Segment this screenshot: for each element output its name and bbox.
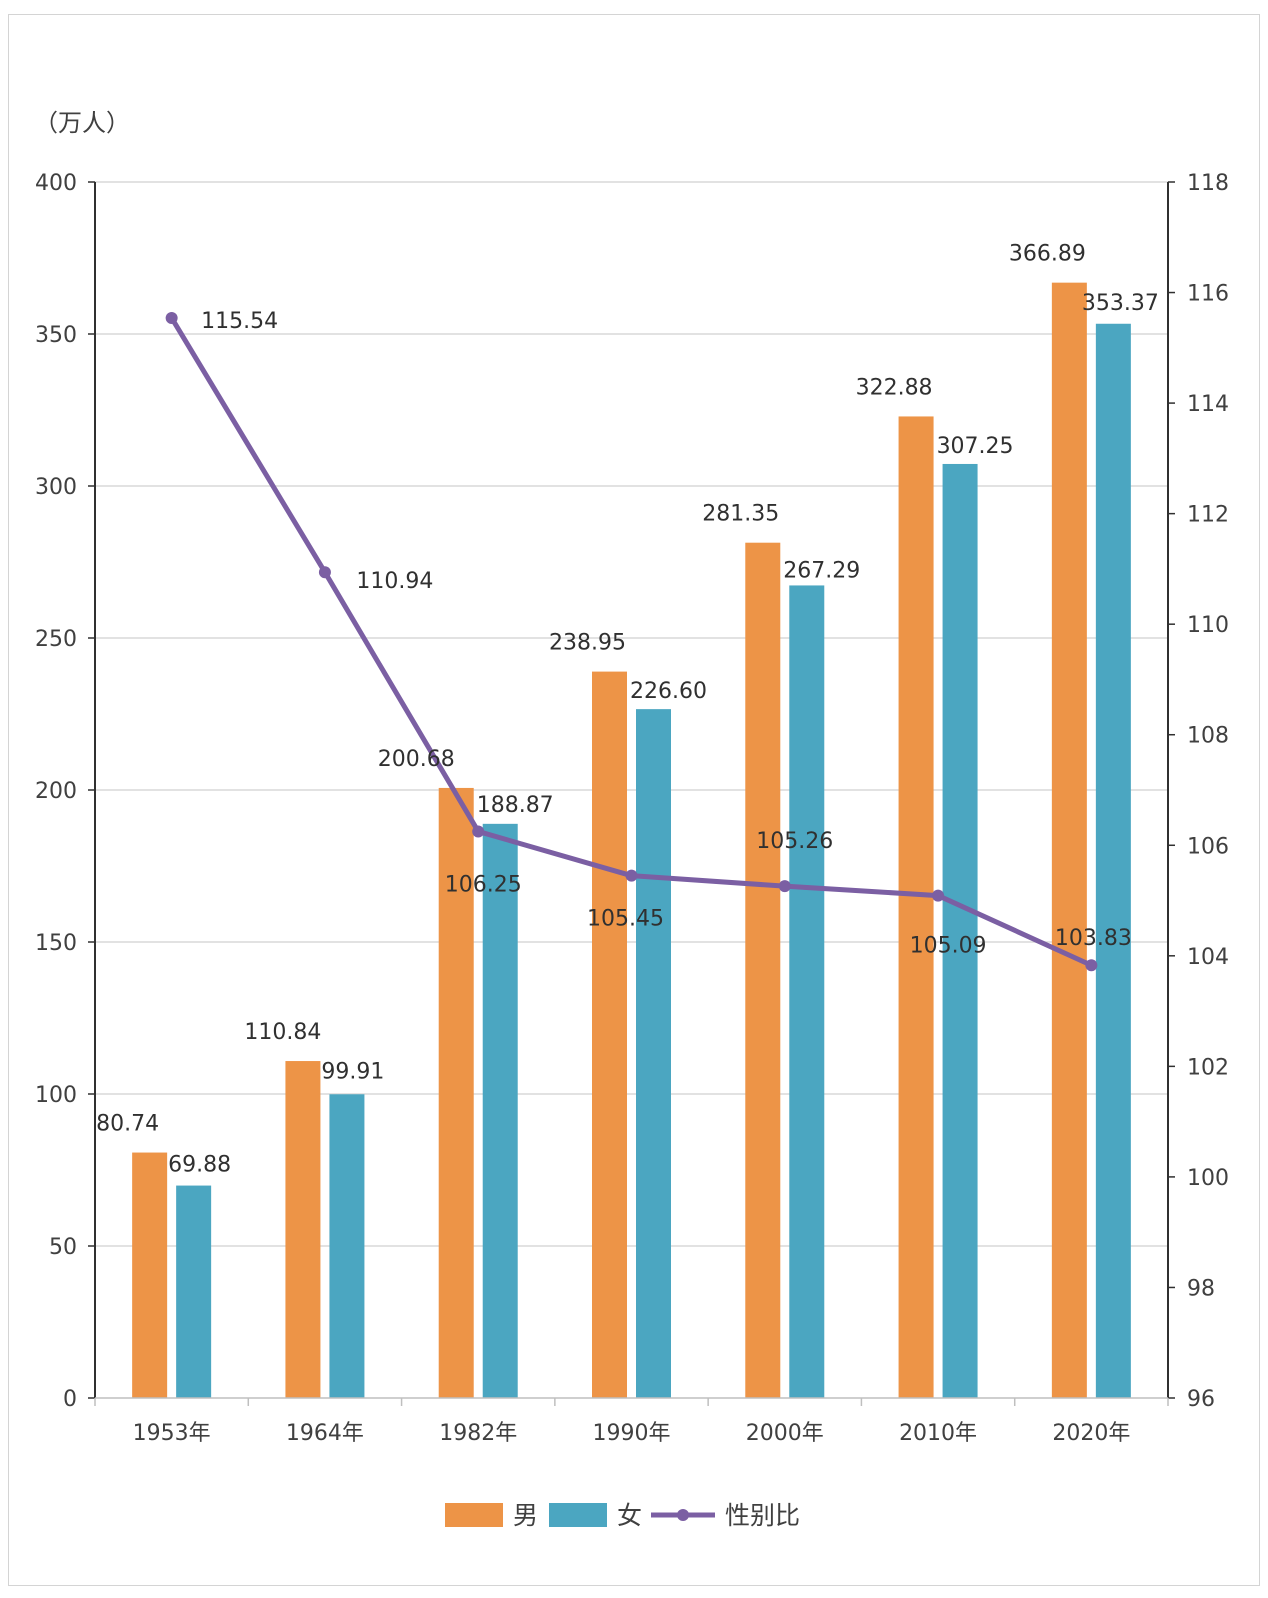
legend-label-sex-ratio: 性别比 (725, 1501, 800, 1530)
female-data-label: 226.60 (630, 679, 707, 704)
male-bar (132, 1152, 168, 1398)
left-tick-label: 50 (49, 1235, 77, 1260)
sex-ratio-data-label: 103.83 (1055, 926, 1132, 951)
x-tick-label: 1964年 (286, 1421, 364, 1446)
left-tick-label: 0 (63, 1387, 77, 1412)
male-data-label: 366.89 (1009, 242, 1086, 267)
sex-ratio-data-label: 115.54 (201, 309, 278, 334)
x-tick-label: 1990年 (593, 1421, 671, 1446)
female-data-label: 307.25 (937, 434, 1014, 459)
sex-ratio-point (165, 311, 178, 324)
right-tick-label: 102 (1187, 1055, 1229, 1080)
left-tick-label: 200 (35, 779, 77, 804)
female-data-label: 99.91 (321, 1059, 384, 1084)
left-tick-label: 300 (35, 475, 77, 500)
male-data-label: 322.88 (856, 375, 933, 400)
axes: 0 50 100 150 200 250 300 350 400 96 98 100 102 104 106… (35, 171, 1229, 1446)
legend-swatch-female (549, 1503, 607, 1527)
gridlines (95, 181, 1168, 1247)
female-data-label: 69.88 (168, 1153, 231, 1178)
male-data-label: 281.35 (702, 502, 779, 527)
sex-ratio-point (318, 566, 331, 579)
legend-label-male: 男 (513, 1501, 538, 1530)
right-tick-label: 110 (1187, 613, 1229, 638)
legend-marker-sex-ratio (677, 1509, 689, 1521)
right-tick-label: 112 (1187, 503, 1229, 528)
male-data-label: 80.74 (96, 1112, 159, 1137)
female-bar (1095, 323, 1131, 1399)
left-tick-label: 250 (35, 627, 77, 652)
female-bar (942, 463, 978, 1399)
left-tick-label: 350 (35, 323, 77, 348)
male-bar (745, 542, 781, 1398)
sex-ratio-data-label: 105.45 (587, 907, 664, 932)
female-data-label: 267.29 (783, 558, 860, 583)
female-data-label: 353.37 (1082, 291, 1159, 316)
female-bar (482, 823, 518, 1398)
male-bar (285, 1061, 321, 1398)
bars (132, 282, 1131, 1399)
sex-ratio-data-label: 106.25 (445, 872, 522, 897)
male-bar (1051, 282, 1087, 1398)
x-tick-label: 2000年 (746, 1421, 824, 1446)
right-tick-label: 116 (1187, 282, 1229, 307)
sex-ratio-point (1085, 959, 1098, 972)
right-tick-label: 108 (1187, 724, 1229, 749)
right-tick-label: 114 (1187, 392, 1229, 417)
right-tick-label: 118 (1187, 171, 1229, 196)
left-tick-label: 100 (35, 1083, 77, 1108)
male-bar (898, 416, 934, 1398)
legend-swatch-male (445, 1503, 503, 1527)
x-tick-label: 1953年 (133, 1421, 211, 1446)
female-bar (636, 709, 671, 1398)
sex-ratio-data-label: 110.94 (356, 569, 433, 594)
right-tick-label: 96 (1187, 1387, 1215, 1412)
male-data-label: 110.84 (244, 1020, 321, 1045)
right-tick-label: 100 (1187, 1166, 1229, 1191)
y-axis-unit-label: （万人） (34, 109, 130, 137)
sex-ratio-data-label: 105.09 (910, 934, 987, 959)
male-data-label: 200.68 (378, 747, 455, 772)
left-tick-label: 400 (35, 171, 77, 196)
sex-ratio-line-layer (165, 311, 1098, 972)
right-tick-label: 104 (1187, 945, 1229, 970)
female-bar (789, 585, 825, 1398)
legend-label-female: 女 (617, 1501, 642, 1530)
right-tick-label: 98 (1187, 1276, 1215, 1301)
legend: 男 女 性别比 (445, 1501, 800, 1530)
sex-ratio-point (778, 880, 791, 893)
x-tick-label: 1982年 (439, 1421, 517, 1446)
male-data-label: 238.95 (549, 631, 626, 656)
x-tick-label: 2020年 (1052, 1421, 1130, 1446)
sex-ratio-point (625, 869, 638, 882)
data-labels: 80.74 110.84 200.68 238.95 281.35 322.88 366.8… (96, 242, 1159, 1178)
chart-frame (8, 14, 1260, 1586)
right-tick-label: 106 (1187, 834, 1229, 859)
left-tick-label: 150 (35, 931, 77, 956)
sex-ratio-point (932, 889, 945, 902)
x-tick-label: 2010年 (899, 1421, 977, 1446)
sex-ratio-data-label: 105.26 (756, 829, 833, 854)
male-bar (592, 671, 627, 1398)
female-bar (329, 1094, 365, 1398)
male-bar (438, 787, 474, 1398)
female-bar (176, 1185, 212, 1398)
sex-ratio-point (472, 825, 485, 838)
female-data-label: 188.87 (477, 793, 554, 818)
